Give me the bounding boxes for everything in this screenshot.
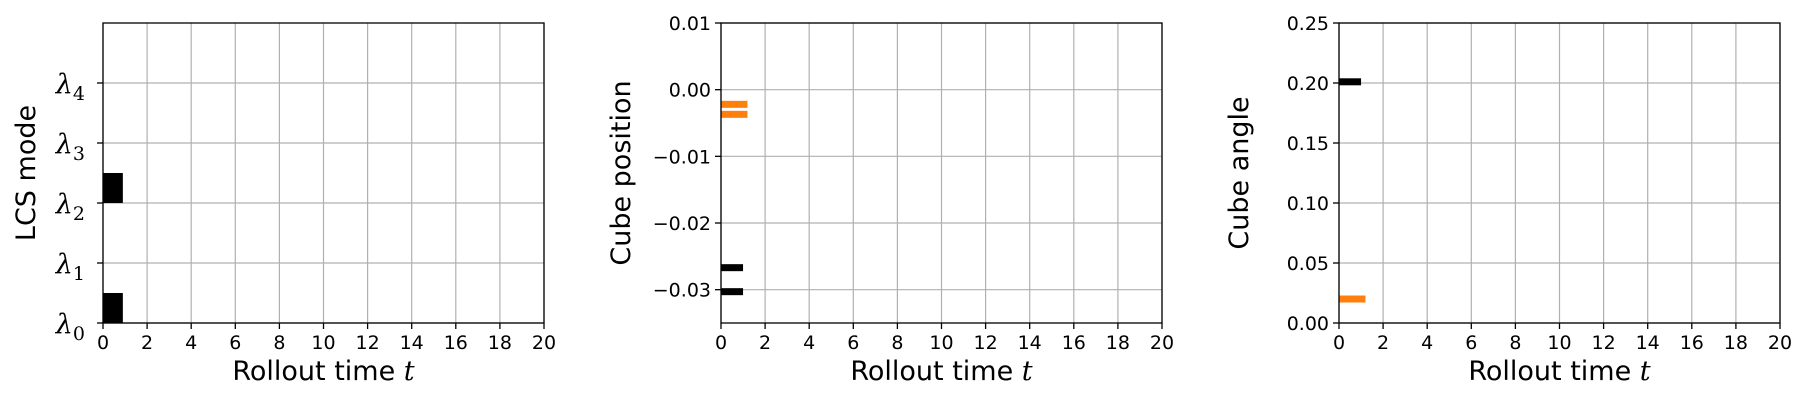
x-axis-label-var: t — [1640, 356, 1651, 387]
x-tick-label: 20 — [1768, 332, 1792, 354]
x-tick-label: 0 — [715, 332, 727, 354]
y-tick-label: 0.01 — [669, 13, 711, 35]
x-axis-label: Rollout time t — [850, 356, 1032, 387]
x-tick-label: 20 — [532, 332, 556, 354]
x-tick-label: 6 — [1465, 332, 1477, 354]
x-tick-label: 2 — [759, 332, 771, 354]
mode-subscript: 3 — [73, 143, 85, 165]
plot-frame — [1338, 22, 1781, 324]
y-tick-label: λ4 — [55, 69, 85, 105]
y-tick-label: 0.15 — [1287, 133, 1329, 155]
x-tick-label: 16 — [444, 332, 468, 354]
x-axis-label-var: t — [404, 356, 415, 387]
y-tick-label: λ0 — [55, 309, 85, 345]
x-tick-label: 8 — [891, 332, 903, 354]
plot-frame — [720, 22, 1163, 324]
x-tick-label: 18 — [488, 332, 512, 354]
x-axis-label-text: Rollout time — [850, 356, 1021, 387]
mode-subscript: 2 — [73, 203, 85, 225]
y-tick-label: 0.00 — [669, 80, 711, 102]
x-tick-label: 10 — [929, 332, 953, 354]
x-tick-label: 4 — [185, 332, 197, 354]
y-tick-label: 0.10 — [1287, 193, 1329, 215]
x-tick-label: 2 — [141, 332, 153, 354]
y-axis-label: LCS mode — [11, 105, 42, 241]
mode-symbol: λ — [55, 249, 73, 280]
x-tick-label: 12 — [974, 332, 998, 354]
series-segment — [721, 100, 748, 108]
x-tick-label: 8 — [273, 332, 285, 354]
x-tick-label: 4 — [1421, 332, 1433, 354]
y-tick-label: −0.01 — [653, 146, 711, 168]
mode-symbol: λ — [55, 189, 73, 220]
x-tick-label: 2 — [1377, 332, 1389, 354]
x-tick-label: 18 — [1724, 332, 1748, 354]
series-segment — [1339, 78, 1362, 86]
series-segment — [721, 264, 744, 272]
cube-position-panel: 0 2 4 6 8 10 12 14 16 18 20 0.01 0.00 −0.01 −0.02 −0.03… — [606, 13, 1174, 387]
mode-subscript: 1 — [73, 263, 85, 285]
x-tick-label: 10 — [1547, 332, 1571, 354]
x-tick-label: 10 — [311, 332, 335, 354]
y-tick-label: 0.25 — [1287, 13, 1329, 35]
series-segment — [721, 288, 744, 296]
x-tick-label: 12 — [1592, 332, 1616, 354]
x-axis-label-text: Rollout time — [1468, 356, 1639, 387]
y-axis-label: Cube position — [606, 80, 637, 265]
series-segment — [1339, 295, 1366, 303]
mode-symbol: λ — [55, 69, 73, 100]
y-tick-label: λ1 — [55, 249, 85, 285]
x-tick-label: 8 — [1509, 332, 1521, 354]
x-tick-label: 4 — [803, 332, 815, 354]
x-tick-label: 14 — [400, 332, 424, 354]
y-tick-label: −0.03 — [653, 280, 711, 302]
x-tick-label: 6 — [847, 332, 859, 354]
x-tick-label: 14 — [1636, 332, 1660, 354]
x-tick-label: 12 — [356, 332, 380, 354]
mode-symbol: λ — [55, 309, 73, 340]
y-tick-label: 0.20 — [1287, 73, 1329, 95]
x-axis-label-text: Rollout time — [232, 356, 403, 387]
cube-angle-panel: 0 2 4 6 8 10 12 14 16 18 20 0.25 0.20 0.15 0.10 0.05 0.0… — [1224, 13, 1792, 387]
y-tick-label: −0.02 — [653, 213, 711, 235]
x-tick-label: 0 — [1333, 332, 1345, 354]
mode-symbol: λ — [55, 129, 73, 160]
y-tick-label: 0.05 — [1287, 253, 1329, 275]
x-axis-label: Rollout time t — [232, 356, 414, 387]
y-tick-label: λ3 — [55, 129, 85, 165]
x-axis-label: Rollout time t — [1468, 356, 1650, 387]
mode-subscript: 4 — [73, 83, 85, 105]
series-segment — [721, 110, 748, 118]
x-axis-label-var: t — [1022, 356, 1033, 387]
y-tick-label: 0.00 — [1287, 313, 1329, 335]
x-tick-label: 18 — [1106, 332, 1130, 354]
mode-bar — [103, 173, 123, 203]
x-tick-label: 16 — [1680, 332, 1704, 354]
x-tick-label: 20 — [1150, 332, 1174, 354]
x-tick-label: 16 — [1062, 332, 1086, 354]
y-tick-label: λ2 — [55, 189, 85, 225]
x-tick-label: 0 — [97, 332, 109, 354]
y-axis-label: Cube angle — [1224, 96, 1255, 249]
mode-subscript: 0 — [73, 323, 85, 345]
mode-bar — [103, 293, 123, 323]
x-tick-label: 14 — [1018, 332, 1042, 354]
x-tick-label: 6 — [229, 332, 241, 354]
plot-frame — [102, 22, 545, 324]
